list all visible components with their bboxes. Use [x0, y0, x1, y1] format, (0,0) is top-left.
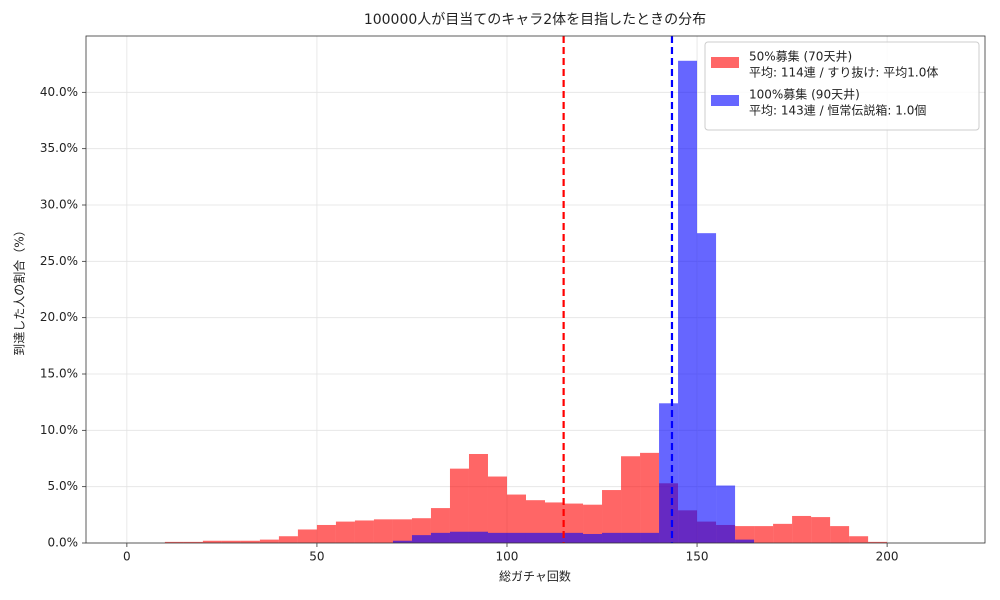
histogram-bar [354, 520, 374, 543]
y-tick-label: 0.0% [48, 536, 79, 550]
x-tick-label: 100 [496, 550, 519, 564]
x-tick-label: 150 [686, 550, 709, 564]
histogram-bar [849, 536, 869, 543]
y-tick-label: 30.0% [40, 198, 78, 212]
histogram-bar [697, 233, 717, 543]
histogram-bar [411, 535, 431, 543]
histogram-bar [335, 521, 355, 543]
legend-swatch [711, 95, 739, 106]
histogram-bar [506, 532, 526, 543]
histogram-bar [525, 500, 546, 543]
y-tick-label: 35.0% [40, 141, 78, 155]
histogram-bar [525, 532, 546, 543]
histogram-bar [716, 485, 736, 543]
histogram-bar [583, 504, 603, 543]
histogram-bar [392, 519, 412, 543]
histogram-bar [678, 60, 698, 543]
x-axis-label: 総ガチャ回数 [499, 569, 571, 584]
legend-swatch [711, 57, 739, 68]
x-tick-label: 200 [876, 550, 899, 564]
histogram-bar [621, 532, 641, 543]
legend-label: 100%募集 (90天井) [749, 87, 860, 102]
y-tick-label: 15.0% [40, 367, 78, 381]
legend-label: 50%募集 (70天井) [749, 49, 852, 64]
histogram-bar [868, 541, 888, 543]
histogram-bar [564, 532, 584, 543]
legend-detail: 平均: 143連 / 恒常伝説箱: 1.0個 [749, 103, 926, 118]
plot-frame [85, 35, 986, 544]
histogram-bar [164, 541, 184, 543]
histogram-bar [259, 539, 279, 543]
y-tick-label: 25.0% [40, 254, 78, 268]
histogram-bar [392, 540, 412, 543]
histogram-bar [773, 523, 793, 543]
histogram-bar [735, 539, 755, 543]
y-tick-label: 20.0% [40, 310, 78, 324]
histogram-bar [545, 532, 565, 543]
y-tick-label: 5.0% [48, 479, 79, 493]
histogram-bar [278, 536, 298, 543]
histogram-bar [811, 517, 831, 543]
histogram-bar [830, 526, 850, 543]
histogram-bar [506, 494, 526, 543]
x-tick-label: 50 [309, 550, 324, 564]
x-tick-label: 0 [123, 550, 131, 564]
histogram-bar [640, 452, 660, 543]
legend-box [704, 41, 980, 131]
y-tick-label: 10.0% [40, 423, 78, 437]
histogram-bar [183, 541, 203, 543]
histogram-bar [240, 540, 260, 543]
histogram-bar [735, 526, 755, 543]
histogram-bar [468, 453, 488, 543]
histogram-bar [221, 540, 241, 543]
histogram-bar [792, 515, 812, 543]
histogram-bar [583, 533, 603, 543]
histogram-bar [373, 519, 393, 543]
histogram-bar [754, 526, 774, 543]
histogram-bar [640, 532, 660, 543]
histogram-bar [468, 531, 488, 543]
legend-detail: 平均: 114連 / すり抜け: 平均1.0体 [749, 66, 938, 80]
histogram-bar [487, 476, 507, 543]
histogram-bar [430, 532, 450, 543]
histogram-bar [621, 456, 641, 543]
chart-title: 100000人が目当てのキャラ2体を目指したときの分布 [364, 12, 706, 28]
y-axis-label: 到達した人の割合（%） [12, 224, 27, 355]
histogram-bar [297, 529, 317, 543]
histogram-bar [449, 531, 469, 543]
y-tick-label: 40.0% [40, 85, 78, 99]
legend: 50%募集 (70天井) 平均: 114連 / すり抜け: 平均1.0体 100%募… [704, 41, 980, 131]
histogram-bar [449, 468, 469, 543]
histogram-bar [659, 403, 679, 543]
histogram-bar [602, 490, 622, 543]
histogram-bar [202, 540, 222, 543]
histogram-bar [602, 532, 622, 543]
histogram-bar [487, 532, 507, 543]
histogram-bar [316, 524, 336, 543]
